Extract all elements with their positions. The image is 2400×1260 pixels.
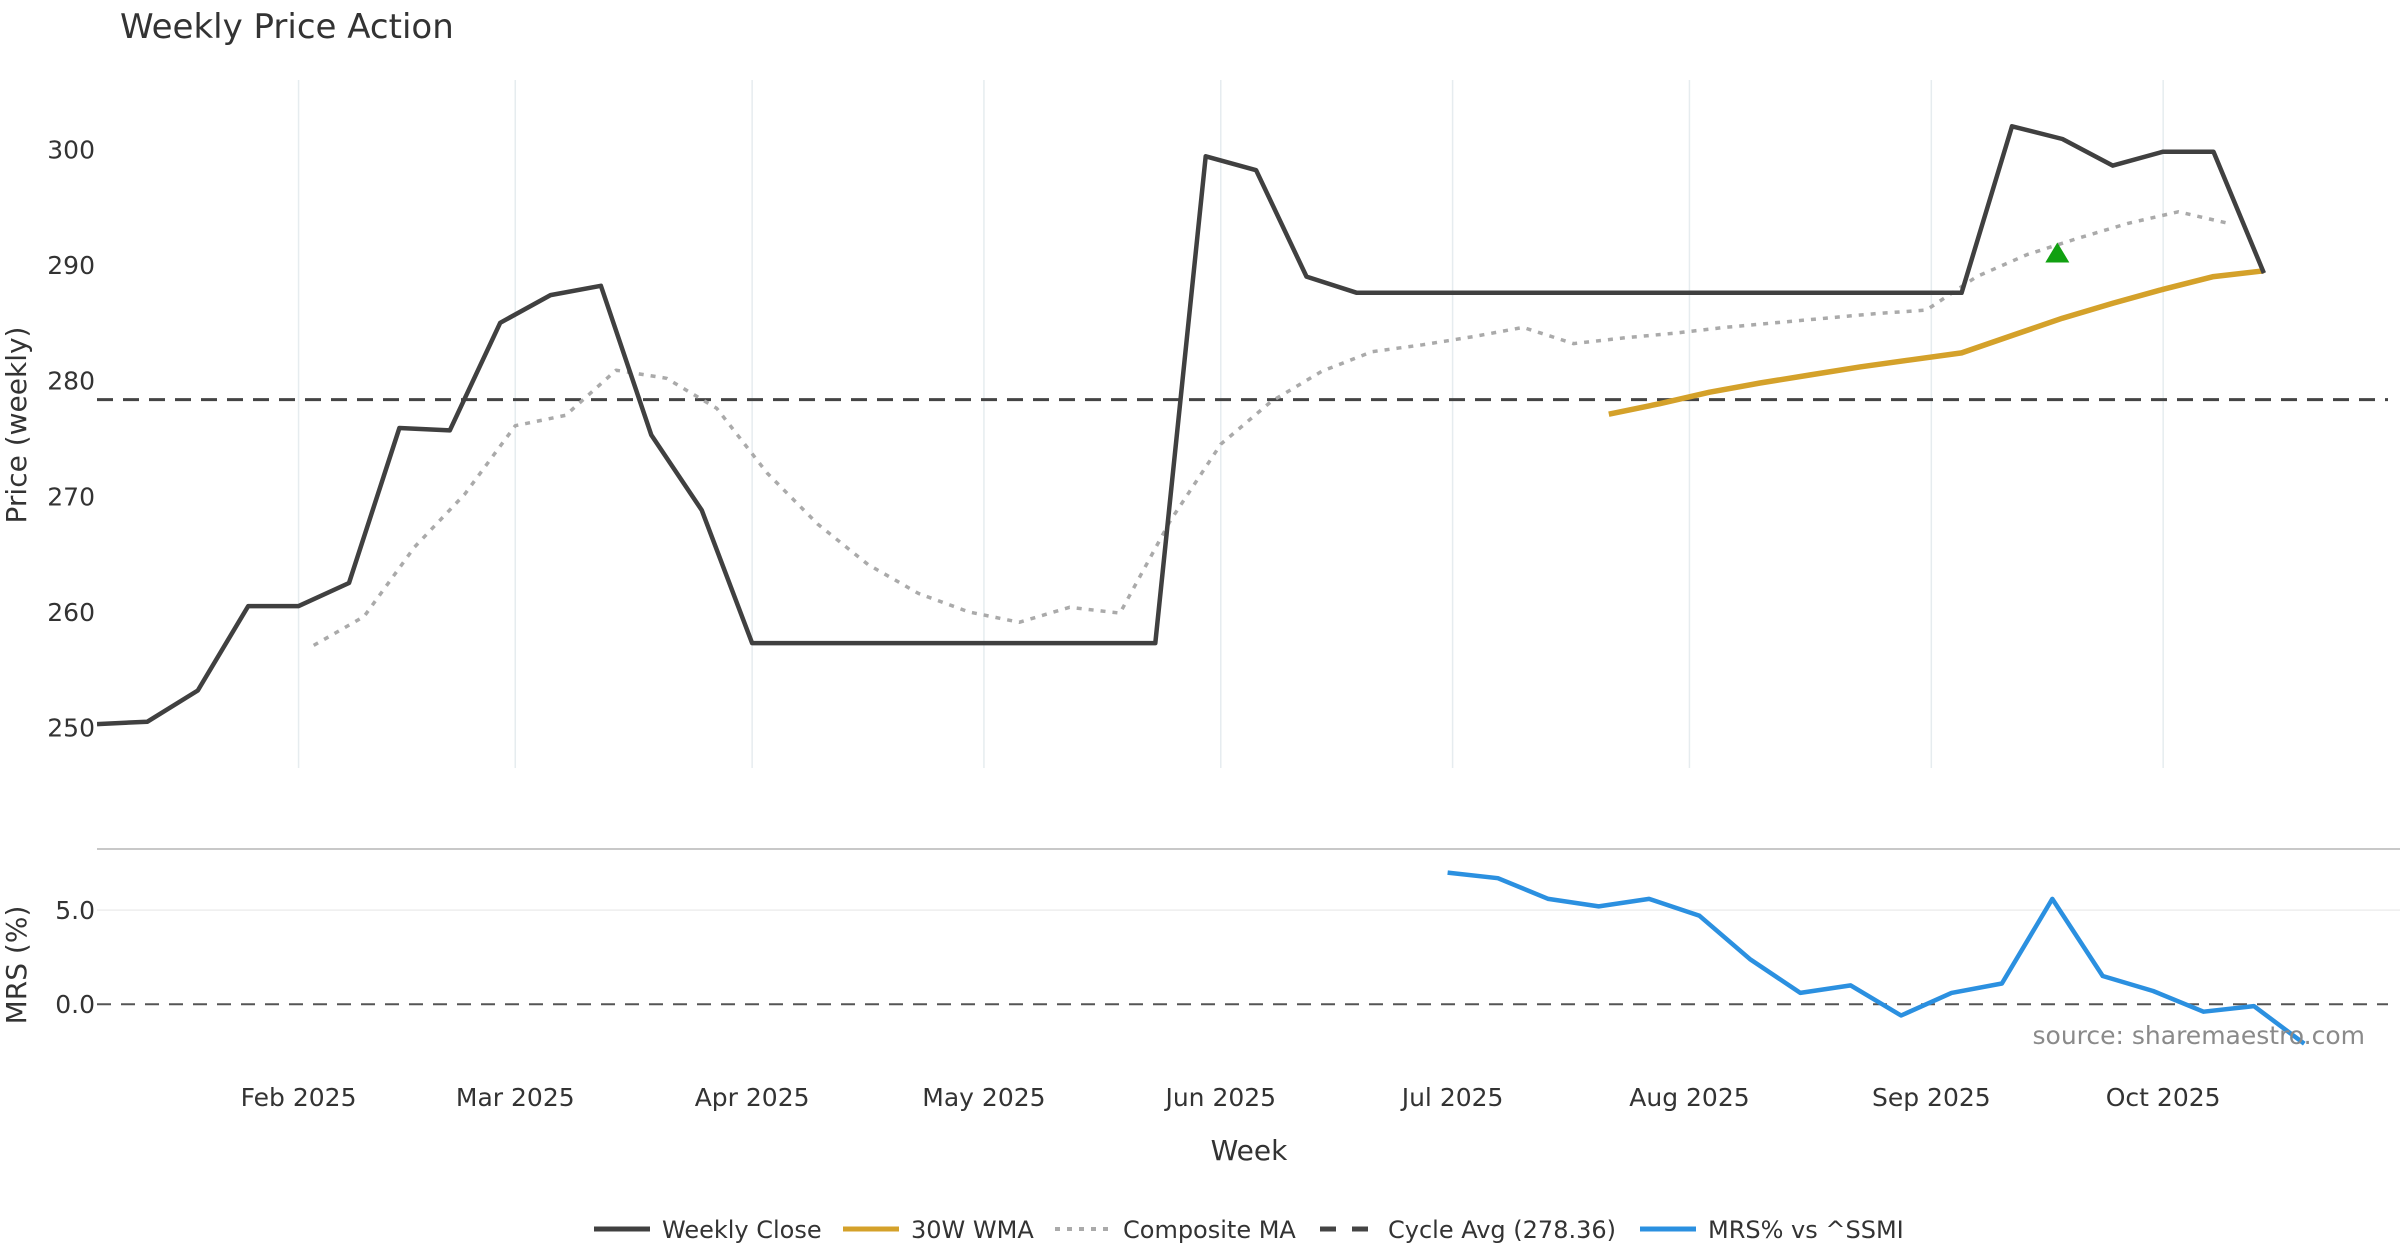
chart-title: Weekly Price Action <box>120 7 454 47</box>
legend-label: Weekly Close <box>662 1216 822 1244</box>
legend-label: Cycle Avg (278.36) <box>1388 1216 1616 1244</box>
mrs-panel-grid <box>97 848 2400 911</box>
x-tick-label: Feb 2025 <box>241 1083 357 1112</box>
legend-label: MRS% vs ^SSMI <box>1708 1216 1904 1244</box>
price-y-tick-label: 270 <box>47 482 95 511</box>
legend: Weekly Close 30W WMA Composite MA Cycle Avg… <box>594 1216 1904 1244</box>
x-axis-title: Week <box>1211 1134 1288 1167</box>
series-composite-ma <box>312 210 2230 647</box>
x-tick-label: May 2025 <box>922 1083 1045 1112</box>
buy-signal-marker <box>2045 242 2070 263</box>
x-tick-label: Jul 2025 <box>1400 1083 1504 1112</box>
x-tick-label: Jun 2025 <box>1163 1083 1276 1112</box>
price-panel <box>97 124 2388 727</box>
legend-label: Composite MA <box>1123 1216 1296 1244</box>
price-panel-grid <box>297 80 2164 768</box>
legend-label: 30W WMA <box>911 1216 1034 1244</box>
axes-labels: Feb 2025 Mar 2025 Apr 2025 May 2025 Jun 2025… <box>47 135 2220 1112</box>
x-tick-label: Oct 2025 <box>2106 1083 2221 1112</box>
price-y-tick-label: 290 <box>47 251 95 280</box>
series-30w-wma <box>1608 268 2265 417</box>
series-weekly-close <box>97 124 2266 727</box>
price-y-tick-label: 280 <box>47 367 95 396</box>
x-tick-label: Mar 2025 <box>456 1083 575 1112</box>
x-tick-label: Sep 2025 <box>1872 1083 1991 1112</box>
mrs-axis-title: MRS (%) <box>0 906 33 1025</box>
mrs-y-tick-label: 5.0 <box>55 896 95 925</box>
mrs-y-tick-label: 0.0 <box>55 990 95 1019</box>
mrs-panel <box>97 870 2388 1046</box>
x-tick-label: Aug 2025 <box>1629 1083 1749 1112</box>
price-axis-title: Price (weekly) <box>0 327 33 524</box>
price-y-tick-label: 300 <box>47 135 95 164</box>
price-y-tick-label: 250 <box>47 714 95 743</box>
series-mrs <box>1447 870 2306 1046</box>
price-y-tick-label: 260 <box>47 598 95 627</box>
source-label: source: sharemaestro.com <box>2033 1021 2366 1050</box>
x-tick-label: Apr 2025 <box>695 1083 810 1112</box>
